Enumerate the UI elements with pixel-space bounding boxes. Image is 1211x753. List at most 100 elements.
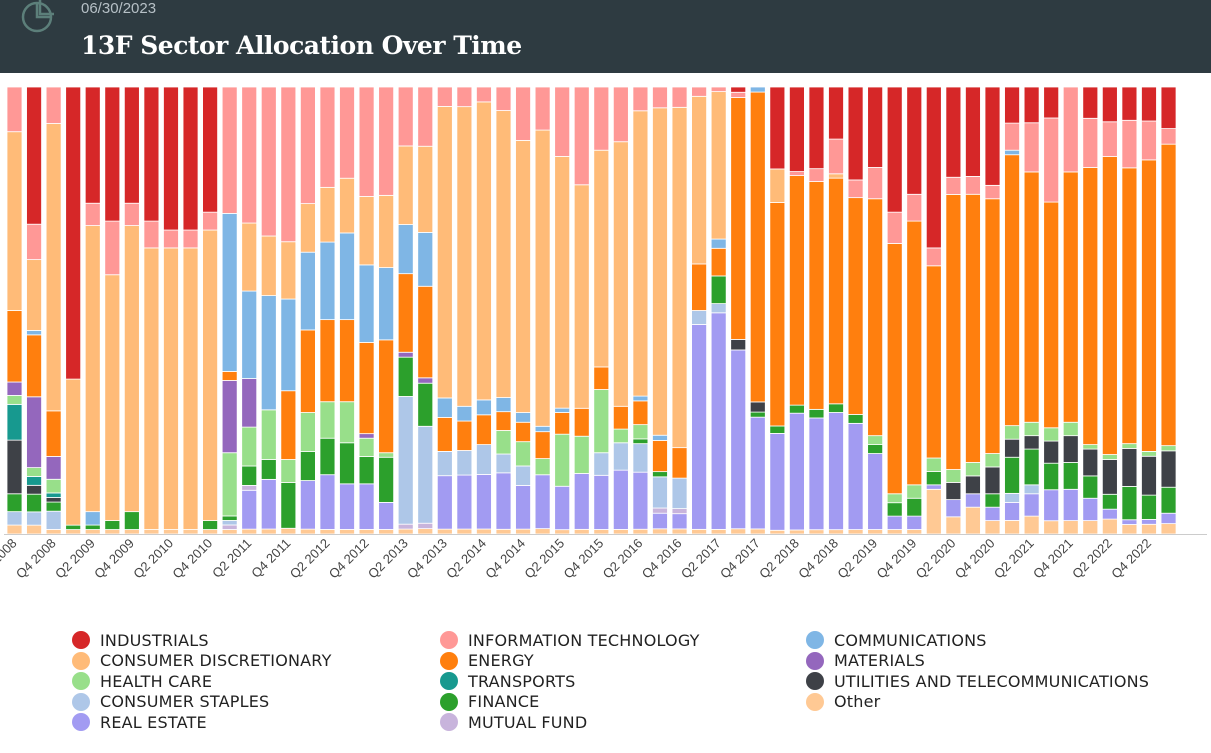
- bar-segment-utilities-and-telecommunications-q2-2021[interactable]: [1023, 435, 1040, 450]
- bar-segment-energy-q2-2021[interactable]: [1023, 171, 1040, 423]
- bar-segment-health-care-q1-2020[interactable]: [925, 457, 942, 472]
- bar-segment-information-technology-q4-2020[interactable]: [984, 184, 1001, 200]
- bar-segment-consumer-staples-q2-2014[interactable]: [476, 444, 492, 475]
- bar-segment-health-care-q4-2011[interactable]: [280, 459, 297, 483]
- bar-segment-finance-q3-2011[interactable]: [260, 459, 277, 480]
- bar-segment-energy-q4-2011[interactable]: [280, 390, 297, 460]
- bar-segment-other-q1-2011[interactable]: [221, 529, 238, 535]
- bar-segment-other-q2-2013[interactable]: [397, 528, 414, 535]
- legend-energy[interactable]: ENERGY: [440, 651, 534, 671]
- bar-segment-real-estate-q1-2017[interactable]: [691, 324, 707, 530]
- bar-segment-other-q3-2022[interactable]: [1121, 524, 1138, 535]
- bar-segment-energy-q1-2015[interactable]: [534, 431, 551, 460]
- legend-health-care[interactable]: HEALTH CARE: [72, 671, 212, 691]
- bar-segment-industrials-q3-2010[interactable]: [182, 86, 199, 231]
- bar-segment-industrials-q4-2009[interactable]: [123, 86, 140, 204]
- bar-segment-health-care-q2-2011[interactable]: [241, 426, 258, 467]
- bar-segment-information-technology-q1-2017[interactable]: [691, 86, 707, 97]
- bar-segment-information-technology-q3-2011[interactable]: [260, 86, 277, 237]
- bar-segment-industrials-q2-2022[interactable]: [1101, 86, 1118, 123]
- bar-segment-communications-q3-2012[interactable]: [339, 232, 355, 321]
- bar-segment-consumer-staples-q4-2016[interactable]: [671, 477, 688, 510]
- bar-segment-energy-q1-2022[interactable]: [1082, 167, 1099, 446]
- bar-segment-health-care-q1-2023[interactable]: [1160, 445, 1177, 452]
- bar-segment-utilities-and-telecommunications-q3-2022[interactable]: [1121, 447, 1138, 487]
- bar-segment-finance-q4-2021[interactable]: [1062, 462, 1079, 490]
- bar-segment-communications-q4-2012[interactable]: [358, 264, 375, 343]
- bar-segment-other-q4-2008[interactable]: [45, 529, 62, 535]
- bar-segment-real-estate-q3-2019[interactable]: [886, 515, 903, 530]
- bar-segment-industrials-q1-2018[interactable]: [769, 86, 786, 170]
- bar-segment-finance-q2-2009[interactable]: [84, 524, 101, 530]
- bar-segment-consumer-discretionary-q1-2009[interactable]: [65, 378, 82, 526]
- bar-segment-communications-q2-2017[interactable]: [710, 238, 727, 249]
- bar-segment-real-estate-q1-2014[interactable]: [456, 474, 473, 530]
- bar-segment-other-q1-2019[interactable]: [847, 529, 864, 535]
- bar-segment-industrials-q1-2020[interactable]: [925, 86, 942, 249]
- bar-segment-information-technology-q2-2012[interactable]: [319, 86, 336, 188]
- bar-segment-communications-q2-2014[interactable]: [476, 399, 492, 416]
- bar-segment-energy-q4-2014[interactable]: [515, 421, 531, 443]
- bar-segment-information-technology-q2-2016[interactable]: [632, 86, 649, 112]
- legend-finance[interactable]: FINANCE: [440, 692, 540, 712]
- bar-segment-energy-q1-2021[interactable]: [1004, 154, 1020, 427]
- bar-segment-communications-q3-2008[interactable]: [26, 330, 42, 336]
- bar-segment-information-technology-q4-2008[interactable]: [45, 86, 62, 124]
- bar-segment-information-technology-q1-2021[interactable]: [1004, 122, 1020, 151]
- bar-segment-finance-q2-2021[interactable]: [1023, 448, 1040, 486]
- bar-segment-energy-q2-2022[interactable]: [1101, 156, 1118, 455]
- bar-segment-industrials-q1-2010[interactable]: [143, 86, 160, 222]
- bar-segment-utilities-and-telecommunications-q3-2020[interactable]: [965, 475, 981, 495]
- bar-segment-industrials-q3-2022[interactable]: [1121, 86, 1138, 121]
- bar-segment-consumer-discretionary-q4-2010[interactable]: [202, 229, 219, 521]
- bar-segment-materials-q2-2011[interactable]: [241, 378, 258, 428]
- bar-segment-other-q1-2018[interactable]: [769, 529, 786, 535]
- bar-segment-health-care-q3-2015[interactable]: [573, 435, 590, 474]
- bar-segment-industrials-q3-2018[interactable]: [808, 86, 825, 170]
- bar-segment-health-care-q1-2013[interactable]: [378, 452, 395, 458]
- bar-segment-other-q2-2018[interactable]: [789, 529, 805, 535]
- bar-segment-health-care-q1-2011[interactable]: [221, 452, 238, 517]
- bar-segment-real-estate-q3-2015[interactable]: [573, 473, 590, 530]
- bar-segment-energy-q3-2008[interactable]: [26, 334, 42, 398]
- bar-segment-health-care-q4-2020[interactable]: [984, 453, 1001, 468]
- bar-segment-consumer-discretionary-q1-2012[interactable]: [299, 203, 316, 253]
- bar-segment-communications-q2-2015[interactable]: [554, 407, 571, 413]
- bar-segment-other-q3-2016[interactable]: [652, 528, 668, 535]
- bar-segment-other-q3-2011[interactable]: [260, 528, 277, 535]
- bar-segment-real-estate-q4-2022[interactable]: [1141, 519, 1157, 525]
- bar-segment-communications-q4-2011[interactable]: [280, 298, 297, 392]
- bar-segment-consumer-discretionary-q3-2010[interactable]: [182, 247, 199, 530]
- bar-segment-health-care-q4-2021[interactable]: [1062, 421, 1079, 437]
- bar-segment-consumer-discretionary-q4-2016[interactable]: [671, 106, 688, 449]
- bar-segment-energy-q2-2019[interactable]: [867, 198, 884, 437]
- bar-segment-other-q4-2020[interactable]: [984, 520, 1001, 535]
- bar-segment-finance-q3-2012[interactable]: [339, 442, 355, 485]
- bar-segment-industrials-q2-2020[interactable]: [945, 86, 962, 178]
- bar-segment-real-estate-q1-2018[interactable]: [769, 433, 786, 531]
- bar-segment-real-estate-q3-2020[interactable]: [965, 493, 981, 508]
- bar-segment-information-technology-q2-2018[interactable]: [789, 171, 805, 176]
- bar-segment-health-care-q4-2014[interactable]: [515, 441, 531, 467]
- bar-segment-health-care-q4-2008[interactable]: [45, 478, 62, 494]
- bar-segment-utilities-and-telecommunications-q2-2022[interactable]: [1101, 459, 1118, 495]
- bar-segment-transports-q2-2008[interactable]: [6, 403, 23, 441]
- bar-segment-other-q3-2010[interactable]: [182, 529, 199, 535]
- bar-segment-health-care-q1-2022[interactable]: [1082, 444, 1099, 450]
- bar-segment-other-q1-2009[interactable]: [65, 529, 82, 535]
- bar-segment-finance-q2-2019[interactable]: [867, 444, 884, 454]
- bar-segment-consumer-discretionary-q1-2013[interactable]: [378, 194, 395, 268]
- bar-segment-industrials-q3-2008[interactable]: [26, 86, 42, 225]
- bar-segment-real-estate-q4-2020[interactable]: [984, 506, 1001, 521]
- bar-segment-information-technology-q2-2017[interactable]: [710, 86, 727, 93]
- bar-segment-consumer-discretionary-q4-2012[interactable]: [358, 196, 375, 266]
- bar-segment-information-technology-q3-2018[interactable]: [808, 168, 825, 182]
- bar-segment-energy-q3-2019[interactable]: [886, 243, 903, 495]
- bar-segment-other-q2-2014[interactable]: [476, 528, 492, 535]
- bar-segment-materials-q2-2008[interactable]: [6, 381, 23, 396]
- bar-segment-communications-q1-2013[interactable]: [378, 267, 395, 341]
- bar-segment-real-estate-q3-2018[interactable]: [808, 417, 825, 531]
- bar-segment-energy-q2-2014[interactable]: [476, 414, 492, 445]
- bar-segment-consumer-discretionary-q1-2010[interactable]: [143, 247, 160, 530]
- bar-segment-energy-q3-2016[interactable]: [652, 440, 668, 473]
